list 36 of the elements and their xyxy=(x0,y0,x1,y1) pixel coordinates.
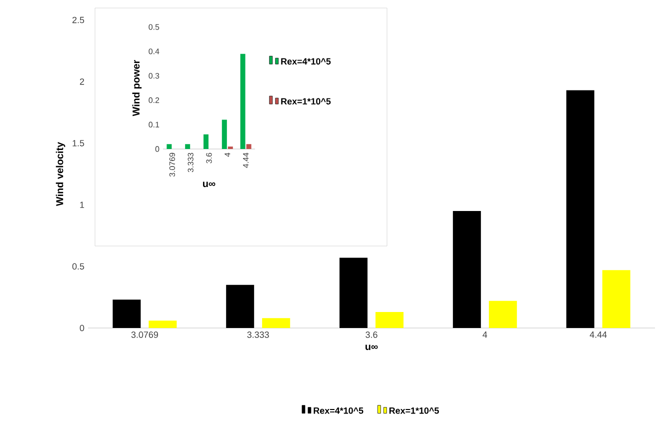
legend-label: Rex=1*10^5 xyxy=(281,98,331,105)
x-tick-label: 3.333 xyxy=(247,332,269,338)
y-tick-label: 2.5 xyxy=(72,16,84,24)
bar xyxy=(185,144,190,150)
bar xyxy=(112,300,141,328)
y-axis-title: Wind power xyxy=(132,60,142,116)
x-tick-label: 3.0769 xyxy=(131,332,158,338)
x-axis-title: u∞ xyxy=(203,182,216,188)
y-axis-title: Wind velocity xyxy=(56,142,66,206)
x-axis-title: u∞ xyxy=(366,344,378,350)
bar xyxy=(166,144,172,150)
legend-label: Rex=1*10^5 xyxy=(389,407,439,414)
bar xyxy=(222,120,227,150)
bar xyxy=(262,318,290,328)
legend-label: Rex=4*10^5 xyxy=(281,58,331,65)
legend-label: Rex=4*10^5 xyxy=(314,407,364,414)
y-tick-label: 2 xyxy=(80,78,84,85)
bar xyxy=(228,146,233,150)
bar xyxy=(240,54,246,150)
x-tick-label: 4.44 xyxy=(590,332,607,338)
bar xyxy=(602,270,630,328)
x-tick-label: 4 xyxy=(482,332,488,338)
bar xyxy=(488,300,517,328)
bar xyxy=(340,258,368,328)
y-tick-label: 0 xyxy=(80,324,84,332)
y-tick-label: 1 xyxy=(80,202,84,208)
bar xyxy=(452,210,481,328)
bar xyxy=(566,90,594,328)
y-tick-label: 1.5 xyxy=(72,140,84,146)
bar xyxy=(226,284,254,328)
bar xyxy=(204,134,209,150)
y-tick-label: 0.5 xyxy=(72,263,84,270)
bar xyxy=(148,320,177,328)
x-tick-label: 3.6 xyxy=(366,332,378,338)
bar xyxy=(246,144,252,150)
bar xyxy=(376,312,404,328)
